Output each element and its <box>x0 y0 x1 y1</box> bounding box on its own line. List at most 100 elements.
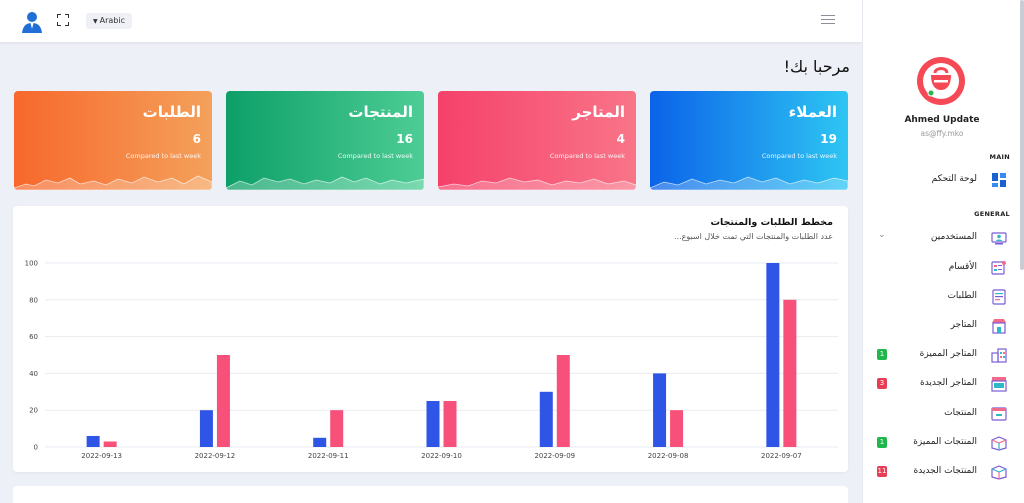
x-tick-label: 2022-09-08 <box>648 452 689 460</box>
featured-store-icon <box>991 348 1007 363</box>
users-icon <box>991 232 1007 245</box>
count-badge: 1 <box>877 437 887 448</box>
chevron-down-icon[interactable]: ⌄ <box>878 230 886 240</box>
card-title: المنتجات <box>348 103 413 121</box>
card-subtitle: Compared to last week <box>337 152 413 160</box>
store-icon <box>992 319 1006 334</box>
products-icon <box>991 407 1007 421</box>
sparkline <box>650 176 848 190</box>
user-avatar-icon[interactable] <box>20 9 44 33</box>
chart-bar <box>313 437 327 447</box>
orders-icon <box>992 289 1006 305</box>
sidebar-item-orders[interactable]: الطلبات <box>863 287 1021 307</box>
sidebar-item-new-stores[interactable]: المتاجر الجديدة 3 <box>863 374 1021 394</box>
sidebar-item-featured-products[interactable]: المنتجات المميزة 1 <box>863 433 1021 453</box>
sidebar-item-label: المتاجر <box>950 320 977 330</box>
secondary-panel <box>13 486 848 503</box>
featured-products-icon <box>991 436 1007 451</box>
bar-chart: 0 20 40 60 80 100 2022-09-13 2022-09-12 2022-09-… <box>25 260 838 460</box>
card-title: الطلبات <box>142 103 201 121</box>
chart-title: مخطط الطلبات والمنتجات <box>710 217 833 228</box>
sparkline <box>226 176 424 190</box>
dashboard-icon <box>992 173 1006 187</box>
x-tick-label: 2022-09-07 <box>761 452 802 460</box>
y-tick-label: 20 <box>29 407 38 415</box>
sidebar-item-users[interactable]: المستخدمين ⌄ <box>863 228 1021 248</box>
sidebar-item-label: لوحة التحكم <box>931 174 977 184</box>
x-tick-label: 2022-09-10 <box>421 452 462 460</box>
sidebar-item-label: الطلبات <box>947 291 977 301</box>
user-name: Ahmed Update <box>904 115 980 125</box>
chart-panel: مخطط الطلبات والمنتجات عدد الطلبات والمن… <box>13 206 848 472</box>
x-tick-label: 2022-09-13 <box>81 452 122 460</box>
y-tick-label: 0 <box>34 444 38 452</box>
chart-bar <box>199 410 213 447</box>
sidebar-scrollbar[interactable] <box>1020 0 1024 270</box>
card-value: 4 <box>616 132 625 146</box>
sidebar-item-dashboard[interactable]: لوحة التحكم <box>863 170 1021 190</box>
caret-down-icon: ▼ <box>93 18 98 25</box>
chart-bar <box>766 263 780 447</box>
chart-bar <box>556 355 570 447</box>
count-badge: 11 <box>877 466 887 477</box>
stores-card[interactable]: المتاجر 4 Compared to last week <box>438 91 636 190</box>
section-general-label: GENERAL <box>974 210 1010 218</box>
sidebar-item-products[interactable]: المنتجات <box>863 404 1021 424</box>
sidebar-item-stores[interactable]: المتاجر <box>863 316 1021 336</box>
sidebar: Ahmed Update as@ffy.mko MAIN لوحة التحكم… <box>862 0 1024 503</box>
x-tick-label: 2022-09-12 <box>195 452 236 460</box>
chart-bar <box>330 410 344 447</box>
menu-icon[interactable] <box>821 15 835 26</box>
y-tick-label: 40 <box>29 370 38 378</box>
sidebar-item-label: المتاجر الجديدة <box>919 378 977 388</box>
x-tick-label: 2022-09-11 <box>308 452 349 460</box>
top-bar: ▼ Arabic <box>0 0 862 42</box>
sidebar-item-categories[interactable]: الأقسام <box>863 258 1021 278</box>
chart-bar <box>443 401 457 447</box>
card-value: 19 <box>820 132 837 146</box>
card-value: 16 <box>396 132 413 146</box>
chart-bar <box>86 435 100 447</box>
card-value: 6 <box>192 132 201 146</box>
card-subtitle: Compared to last week <box>761 152 837 160</box>
sidebar-item-label: المنتجات <box>944 408 977 418</box>
chart-bar <box>216 355 230 447</box>
products-card[interactable]: المنتجات 16 Compared to last week <box>226 91 424 190</box>
y-tick-label: 80 <box>29 296 38 304</box>
sidebar-item-label: المنتجات المميزة <box>913 437 977 447</box>
clients-card[interactable]: العملاء 19 Compared to last week <box>650 91 848 190</box>
card-subtitle: Compared to last week <box>125 152 201 160</box>
sparkline <box>438 177 636 190</box>
y-tick-label: 60 <box>29 333 38 341</box>
sidebar-item-label: المتاجر المميزة <box>919 349 977 359</box>
chart-bar <box>539 391 553 447</box>
sidebar-item-label: المستخدمين <box>930 232 977 242</box>
y-tick-label: 100 <box>25 260 38 268</box>
section-main-label: MAIN <box>989 153 1010 161</box>
brand-logo <box>917 57 965 105</box>
user-email: as@ffy.mko <box>920 129 964 138</box>
language-dropdown[interactable]: ▼ Arabic <box>86 13 132 29</box>
x-tick-label: 2022-09-09 <box>534 452 575 460</box>
sparkline <box>14 175 212 190</box>
sidebar-item-featured-stores[interactable]: المتاجر المميزة 1 <box>863 345 1021 365</box>
chart-bar <box>103 441 117 447</box>
sidebar-item-label: المنتجات الجديدة <box>913 466 977 476</box>
card-subtitle: Compared to last week <box>549 152 625 160</box>
sidebar-item-new-products[interactable]: المنتجات الجديدة 11 <box>863 462 1021 482</box>
chart-bar <box>653 373 667 447</box>
new-products-icon <box>991 465 1007 480</box>
chart-bar <box>783 299 797 447</box>
language-label: Arabic <box>99 16 125 25</box>
orders-card[interactable]: الطلبات 6 Compared to last week <box>14 91 212 190</box>
welcome-heading: مرحبا بك! <box>783 57 850 76</box>
sidebar-item-label: الأقسام <box>948 262 977 272</box>
card-title: المتاجر <box>572 103 625 121</box>
categories-icon <box>991 261 1006 275</box>
chart-bar <box>426 401 440 447</box>
card-title: العملاء <box>788 103 837 121</box>
chart-bar <box>670 410 684 447</box>
fullscreen-icon[interactable] <box>57 14 69 26</box>
count-badge: 1 <box>877 349 887 360</box>
chart-subtitle: عدد الطلبات والمنتجات التي تمت خلال اسبو… <box>673 232 833 241</box>
